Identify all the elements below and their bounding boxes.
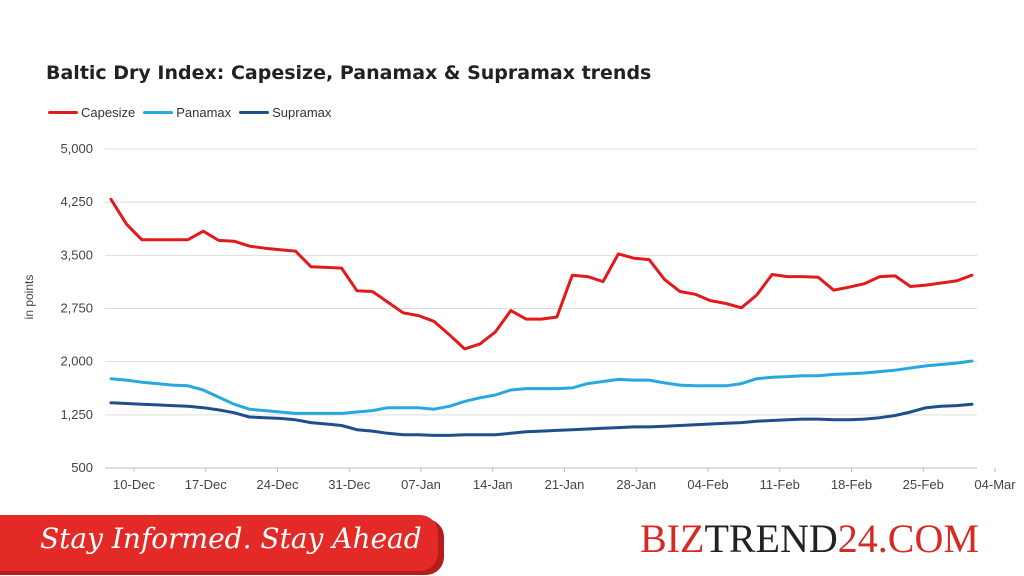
brand-logo: BIZTREND24.COM: [640, 515, 979, 563]
x-tick-label: 14-Jan: [473, 477, 513, 492]
x-tick-label: 28-Jan: [616, 477, 656, 492]
legend-swatch-supramax: [239, 111, 270, 114]
x-tick-label: 04-Feb: [687, 477, 728, 492]
legend-label-capesize: Capesize: [81, 105, 136, 120]
legend-item-supramax: Supramax: [239, 105, 331, 120]
y-tick-label: 5,000: [60, 141, 93, 156]
series-lines: [109, 197, 974, 437]
x-tick-label: 10-Dec: [113, 477, 155, 492]
y-tick-label: 500: [71, 460, 93, 475]
tagline-banner: [0, 515, 438, 571]
chart-legend: Capesize Panamax Supramax: [48, 105, 339, 120]
chart-title: Baltic Dry Index: Capesize, Panamax & Su…: [46, 62, 652, 84]
x-tick-label: 07-Jan: [401, 477, 441, 492]
x-tick-labels: 10-Dec 17-Dec 24-Dec 31-Dec 07-Jan 14-Jan 21-J…: [113, 468, 1016, 492]
x-tick-label: 04-Mar: [974, 477, 1016, 492]
legend-label-supramax: Supramax: [272, 105, 332, 120]
y-tick-label: 2,750: [60, 301, 93, 316]
legend-item-panamax: Panamax: [143, 105, 231, 120]
x-tick-label: 25-Feb: [903, 477, 944, 492]
legend-label-panamax: Panamax: [176, 105, 232, 120]
x-tick-label: 21-Jan: [545, 477, 585, 492]
series-line-capesize: [109, 197, 974, 351]
y-axis-label: in points: [22, 275, 36, 320]
x-tick-label: 31-Dec: [328, 477, 370, 492]
y-tick-label: 2,000: [60, 354, 93, 369]
brand-part-trend: TREND: [704, 516, 838, 561]
grid-layer: [105, 148, 977, 469]
x-tick-label: 24-Dec: [257, 477, 299, 492]
y-tick-labels: 5,000 4,250 3,500 2,750 2,000 1,250 500: [60, 141, 93, 475]
y-tick-label: 1,250: [60, 407, 93, 422]
x-tick-label: 17-Dec: [185, 477, 227, 492]
x-tick-label: 18-Feb: [831, 477, 872, 492]
series-line-supramax: [109, 401, 974, 437]
x-tick-label: 11-Feb: [760, 477, 800, 492]
y-tick-label: 4,250: [60, 194, 93, 209]
tagline-text: Stay Informed. Stay Ahead: [40, 522, 422, 555]
y-tick-label: 3,500: [60, 247, 93, 262]
legend-item-capesize: Capesize: [48, 105, 135, 120]
legend-swatch-capesize: [48, 111, 78, 114]
legend-swatch-panamax: [143, 111, 174, 114]
brand-part-biz: BIZ: [640, 516, 705, 561]
series-line-panamax: [109, 359, 974, 415]
brand-part-domain: 24.COM: [837, 516, 979, 561]
